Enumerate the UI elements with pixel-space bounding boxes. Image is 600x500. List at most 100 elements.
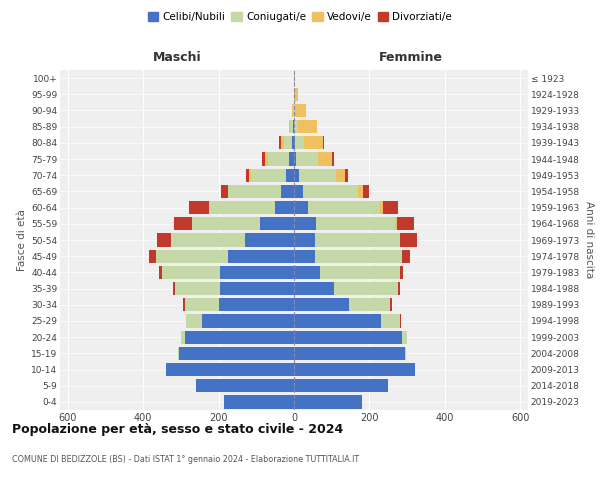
Bar	[294, 217, 413, 230]
Bar	[294, 72, 295, 85]
Bar	[294, 168, 299, 182]
Bar	[294, 314, 400, 328]
Bar	[294, 250, 315, 263]
Bar	[294, 266, 400, 279]
Bar	[185, 330, 294, 344]
Bar	[294, 136, 324, 149]
Bar	[289, 120, 294, 134]
Bar	[224, 396, 294, 408]
Bar	[294, 314, 400, 328]
Bar	[294, 168, 347, 182]
Bar	[172, 234, 294, 246]
Bar	[294, 250, 401, 263]
Bar	[159, 266, 294, 279]
Bar	[294, 379, 388, 392]
Bar	[294, 363, 415, 376]
Bar	[294, 314, 401, 328]
Bar	[286, 168, 294, 182]
Bar	[294, 234, 416, 246]
Bar	[294, 330, 407, 344]
Bar	[196, 379, 294, 392]
Bar	[294, 330, 407, 344]
Bar	[294, 282, 398, 295]
Bar	[281, 136, 294, 149]
Bar	[190, 201, 294, 214]
Bar	[220, 266, 294, 279]
Bar	[262, 152, 294, 166]
Bar	[294, 152, 318, 166]
Bar	[260, 217, 294, 230]
Bar	[220, 282, 294, 295]
Bar	[294, 346, 406, 360]
Bar	[294, 152, 296, 166]
Bar	[196, 379, 294, 392]
Bar	[294, 298, 349, 312]
Bar	[156, 250, 294, 263]
Bar	[294, 266, 403, 279]
Bar	[289, 120, 294, 134]
Bar	[294, 396, 362, 408]
Bar	[265, 152, 294, 166]
Bar	[166, 363, 294, 376]
Bar	[185, 298, 294, 312]
Bar	[294, 136, 304, 149]
Bar	[192, 217, 294, 230]
Bar	[224, 396, 294, 408]
Bar	[185, 314, 294, 328]
Bar	[294, 152, 332, 166]
Bar	[294, 234, 400, 246]
Bar	[228, 185, 294, 198]
Bar	[175, 282, 294, 295]
Bar	[281, 185, 294, 198]
Bar	[224, 396, 294, 408]
Bar	[294, 379, 388, 392]
Bar	[166, 363, 294, 376]
Bar	[157, 234, 294, 246]
Bar	[294, 346, 406, 360]
Bar	[284, 136, 294, 149]
Bar	[294, 282, 334, 295]
Bar	[221, 185, 294, 198]
Bar	[294, 298, 390, 312]
Bar	[173, 282, 294, 295]
Bar	[293, 120, 294, 134]
Bar	[294, 201, 398, 214]
Bar	[294, 136, 323, 149]
Bar	[175, 282, 294, 295]
Bar	[294, 168, 344, 182]
Text: Maschi: Maschi	[152, 52, 202, 64]
Bar	[294, 282, 398, 295]
Bar	[166, 363, 294, 376]
Bar	[294, 234, 400, 246]
Bar	[294, 346, 406, 360]
Bar	[224, 396, 294, 408]
Bar	[209, 201, 294, 214]
Bar	[294, 298, 392, 312]
Bar	[294, 234, 315, 246]
Bar	[202, 314, 294, 328]
Bar	[178, 346, 294, 360]
Bar	[294, 136, 295, 149]
Bar	[294, 88, 298, 101]
Text: Femmine: Femmine	[379, 52, 443, 64]
Bar	[294, 396, 362, 408]
Bar	[181, 330, 294, 344]
Bar	[178, 346, 294, 360]
Bar	[294, 104, 306, 117]
Bar	[275, 201, 294, 214]
Y-axis label: Fasce di età: Fasce di età	[17, 209, 27, 271]
Bar	[294, 250, 401, 263]
Bar	[228, 250, 294, 263]
Bar	[294, 282, 400, 295]
Bar	[294, 217, 397, 230]
Bar	[294, 250, 410, 263]
Bar	[294, 379, 388, 392]
Bar	[294, 152, 334, 166]
Text: COMUNE DI BEDIZZOLE (BS) - Dati ISTAT 1° gennaio 2024 - Elaborazione TUTTITALIA.: COMUNE DI BEDIZZOLE (BS) - Dati ISTAT 1°…	[12, 455, 359, 464]
Y-axis label: Anni di nascita: Anni di nascita	[584, 202, 594, 278]
Bar	[294, 396, 362, 408]
Bar	[251, 168, 294, 182]
Bar	[181, 330, 294, 344]
Bar	[246, 168, 294, 182]
Bar	[294, 363, 415, 376]
